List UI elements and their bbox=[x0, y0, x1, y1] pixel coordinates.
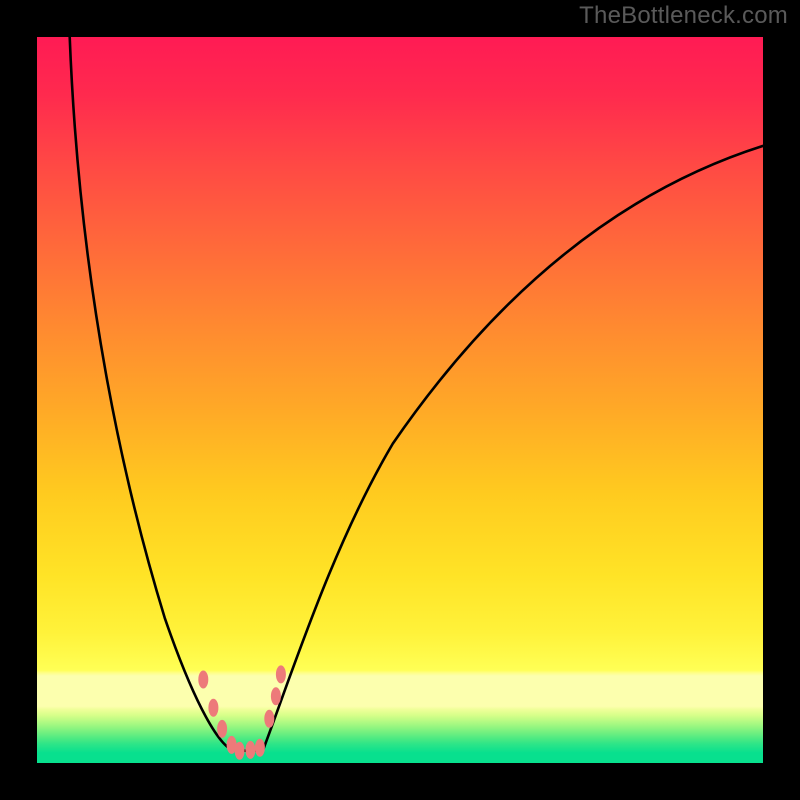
marker-dot bbox=[276, 665, 286, 683]
marker-dot bbox=[245, 741, 255, 759]
marker-dot bbox=[271, 687, 281, 705]
chart-svg bbox=[37, 37, 763, 763]
watermark-text: TheBottleneck.com bbox=[579, 2, 788, 30]
marker-dot bbox=[255, 739, 265, 757]
marker-dot bbox=[217, 720, 227, 738]
marker-dot bbox=[264, 710, 274, 728]
marker-dot bbox=[198, 671, 208, 689]
chart-background bbox=[37, 37, 763, 763]
marker-dot bbox=[208, 699, 218, 717]
chart-plot-area bbox=[37, 37, 763, 763]
marker-dot bbox=[235, 742, 245, 760]
